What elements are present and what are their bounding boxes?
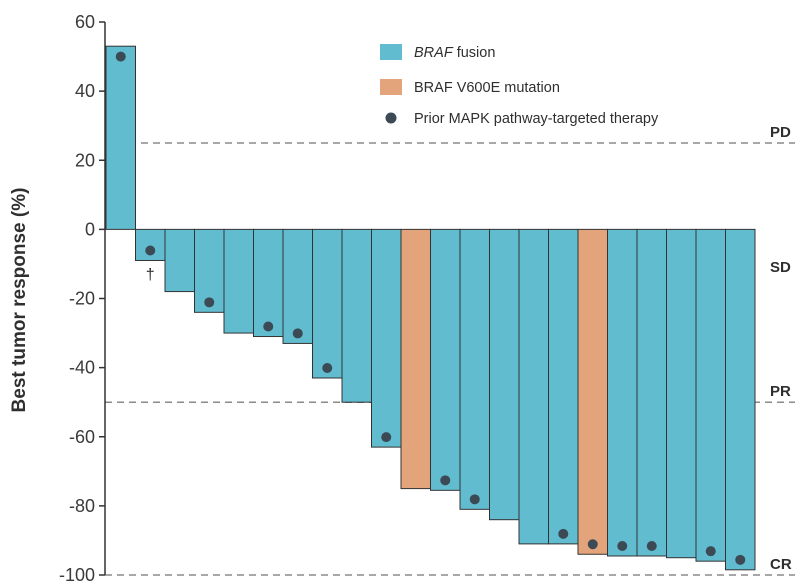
- prior-therapy-marker-12: [440, 475, 451, 486]
- bar-18: [607, 228, 638, 557]
- y-tick-label-0: 0: [85, 219, 95, 239]
- bar-14: [489, 228, 520, 521]
- bar-16: [548, 228, 579, 545]
- legend-label-marker: Prior MAPK pathway-targeted therapy: [414, 111, 659, 127]
- threshold-lines: PD SD PR CR: [105, 124, 795, 576]
- prior-therapy-marker-16: [558, 528, 569, 539]
- prior-therapy-marker-4: [204, 297, 215, 308]
- y-tick-label--40: -40: [69, 358, 95, 378]
- bar-21: [695, 228, 726, 562]
- bar-11: [400, 228, 431, 490]
- bars: [105, 45, 756, 571]
- bar-9: [341, 228, 372, 403]
- y-tick-label-60: 60: [75, 12, 95, 32]
- y-tick-label--20: -20: [69, 289, 95, 309]
- bar-6: [253, 228, 284, 338]
- prior-therapy-marker-18: [617, 540, 628, 551]
- prior-therapy-marker-6: [263, 321, 274, 332]
- bar-8: [312, 228, 343, 379]
- prior-therapy-marker-7: [292, 328, 303, 339]
- threshold-label-pd: PD: [770, 124, 791, 141]
- bar-4: [194, 228, 225, 313]
- prior-therapy-markers: †: [115, 51, 746, 565]
- prior-therapy-marker-22: [735, 554, 746, 565]
- legend: BRAF fusion BRAF V600E mutation Prior MAPK…: [380, 44, 659, 127]
- prior-therapy-marker-21: [705, 546, 716, 557]
- legend-swatch-braf_v600e: [380, 79, 402, 95]
- legend-marker-dot: [385, 112, 397, 124]
- y-axis: 60 40 20 0 -20 -40 -60 -80 -100: [59, 12, 106, 581]
- legend-label-braf_fusion: BRAF fusion: [414, 45, 495, 61]
- bar-13: [459, 228, 490, 510]
- prior-therapy-marker-10: [381, 432, 392, 443]
- prior-therapy-marker-1: [115, 51, 126, 62]
- prior-therapy-marker-2: [145, 245, 156, 256]
- bar-7: [282, 228, 313, 344]
- y-tick-label--60: -60: [69, 427, 95, 447]
- threshold-label-cr: CR: [770, 556, 792, 573]
- prior-therapy-marker-13: [469, 494, 480, 505]
- bar-15: [518, 228, 549, 545]
- legend-label-braf_v600e: BRAF V600E mutation: [414, 80, 560, 96]
- y-tick-label--80: -80: [69, 496, 95, 516]
- dagger-annotation: †: [146, 266, 155, 283]
- y-tick-label-40: 40: [75, 81, 95, 101]
- bar-19: [636, 228, 667, 557]
- bar-5: [223, 228, 254, 334]
- bar-20: [666, 228, 697, 559]
- bar-2: [135, 228, 166, 261]
- legend-swatch-braf_fusion: [380, 44, 402, 60]
- prior-therapy-marker-17: [587, 539, 598, 550]
- bar-1: [105, 45, 136, 230]
- threshold-label-pr: PR: [770, 383, 791, 400]
- y-tick-label-20: 20: [75, 150, 95, 170]
- bar-12: [430, 228, 461, 491]
- bar-3: [164, 228, 195, 293]
- prior-therapy-marker-19: [646, 540, 657, 551]
- threshold-label-sd: SD: [770, 259, 791, 276]
- prior-therapy-marker-8: [322, 362, 333, 373]
- bar-22: [725, 228, 756, 571]
- bar-10: [371, 228, 402, 448]
- y-tick-label--100: -100: [59, 565, 95, 581]
- y-axis-label: Best tumor response (%): [9, 188, 30, 413]
- bar-17: [577, 228, 608, 555]
